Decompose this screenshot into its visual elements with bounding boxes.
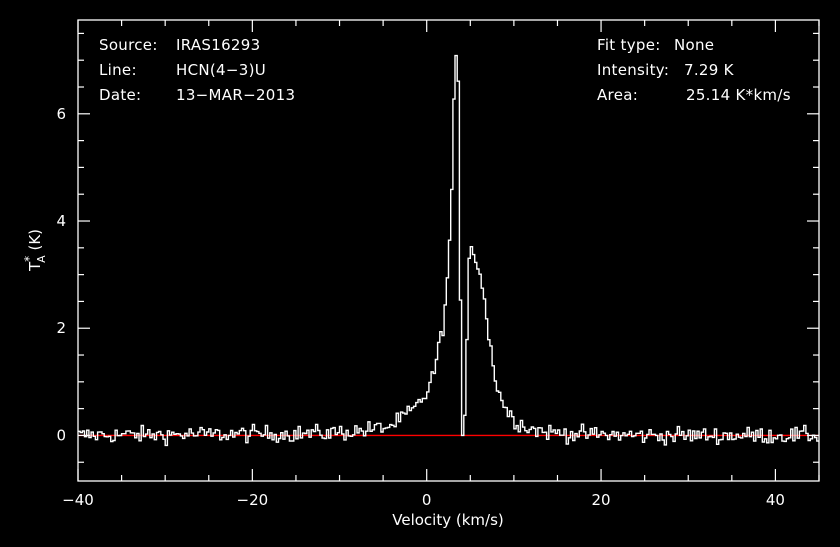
plot-frame: [77, 19, 820, 482]
y-tick-label: 2: [56, 319, 66, 337]
y-axis-label: T*A (K): [22, 229, 48, 272]
intensity-value: 7.29 K: [684, 61, 734, 79]
fit-type-value: None: [674, 36, 715, 54]
y-axis-label-main: T: [26, 261, 44, 272]
fit-type-key: Fit type:: [597, 36, 661, 54]
svg-text:T*A (K): T*A (K): [22, 229, 48, 272]
y-tick-label: 6: [56, 105, 66, 123]
x-tick-label: 0: [422, 491, 432, 509]
source-key: Source:: [99, 36, 158, 54]
y-tick-label: 4: [56, 212, 66, 230]
intensity-key: Intensity:: [597, 61, 670, 79]
y-axis-label-unit: (K): [26, 229, 44, 255]
x-tick-label: 20: [592, 491, 611, 509]
source-value: IRAS16293: [176, 36, 261, 54]
area-key: Area:: [597, 86, 639, 104]
x-axis-label: Velocity (km/s): [392, 511, 503, 529]
date-value: 13−MAR−2013: [176, 86, 296, 104]
y-axis-label-subscript: A: [35, 255, 48, 263]
date-key: Date:: [99, 86, 142, 104]
x-tick-label: 40: [766, 491, 785, 509]
line-value: HCN(4−3)U: [176, 61, 267, 79]
area-value: 25.14 K*km/s: [686, 86, 791, 104]
x-tick-label: −40: [62, 491, 94, 509]
y-axis-label-superscript: *: [22, 256, 36, 262]
x-tick-label: −20: [237, 491, 269, 509]
y-tick-label: 0: [56, 426, 66, 444]
spectrum-series-line: [78, 54, 819, 447]
line-key: Line:: [99, 61, 137, 79]
